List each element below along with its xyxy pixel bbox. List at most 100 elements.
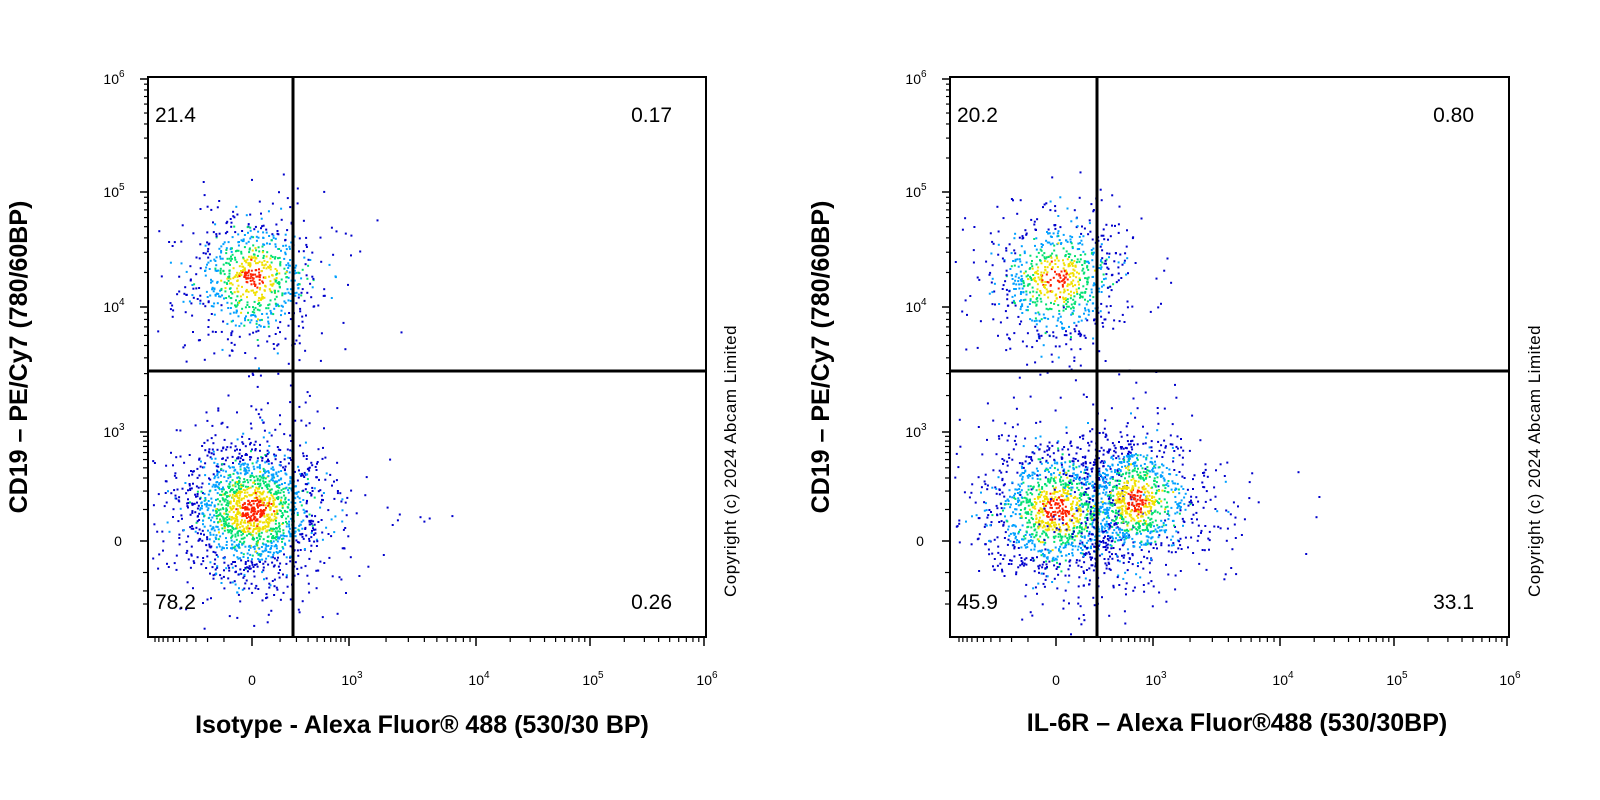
event-point [1025, 512, 1028, 515]
event-point [296, 479, 299, 482]
event-point [275, 551, 278, 553]
event-point [209, 504, 212, 507]
event-point [1100, 527, 1103, 530]
event-point [1080, 531, 1083, 534]
event-point [1087, 233, 1090, 236]
event-point [257, 299, 260, 302]
event-point [210, 281, 212, 284]
event-point [1024, 298, 1027, 301]
event-point [215, 498, 217, 501]
event-point [241, 515, 244, 518]
event-point [227, 522, 230, 525]
event-point [224, 498, 227, 501]
event-point [1081, 528, 1083, 531]
event-point [246, 296, 248, 299]
event-point [1037, 251, 1040, 254]
event-point [245, 453, 248, 455]
event-point [1062, 309, 1065, 312]
event-point [296, 511, 299, 514]
event-point [178, 537, 181, 539]
event-point [1075, 478, 1078, 480]
event-point [1086, 513, 1089, 516]
event-point [205, 502, 208, 505]
event-point [280, 309, 283, 312]
event-point [231, 566, 234, 569]
event-point [1052, 535, 1055, 538]
event-point [1024, 595, 1027, 598]
event-point [1069, 442, 1072, 445]
event-point [213, 521, 216, 524]
event-point [235, 516, 238, 519]
event-point [1021, 618, 1024, 621]
event-point [249, 321, 252, 324]
event-point [277, 470, 280, 473]
event-point [192, 587, 194, 590]
event-point [234, 583, 237, 586]
event-point [258, 466, 261, 468]
event-point [1087, 534, 1090, 537]
event-point [1006, 464, 1009, 467]
event-point [215, 256, 218, 259]
event-point [1065, 270, 1068, 273]
event-point [219, 257, 222, 260]
event-point [225, 507, 228, 510]
event-point [1079, 348, 1082, 351]
event-point [345, 514, 348, 517]
event-point [203, 525, 206, 528]
event-point [1021, 312, 1024, 314]
event-point [1007, 563, 1010, 565]
event-point [1066, 511, 1069, 514]
event-point [230, 539, 233, 542]
event-point [1082, 464, 1085, 467]
event-point [1029, 267, 1032, 269]
event-point [1089, 430, 1092, 433]
event-point [243, 274, 246, 277]
event-point [1104, 419, 1107, 422]
event-point [1049, 262, 1052, 265]
event-point [254, 357, 257, 360]
event-point [1092, 302, 1095, 305]
event-point [1054, 476, 1057, 479]
event-point [262, 231, 265, 234]
event-point [274, 279, 277, 282]
event-point [295, 539, 298, 542]
event-point [1008, 534, 1011, 537]
event-point [1164, 519, 1167, 522]
event-point [1118, 560, 1121, 563]
event-point [282, 466, 285, 469]
event-point [215, 515, 218, 517]
event-point [164, 480, 167, 483]
event-point [1092, 569, 1095, 572]
event-point [1110, 476, 1113, 479]
event-point [258, 495, 261, 498]
event-point [1030, 510, 1033, 513]
event-point [344, 348, 347, 351]
event-point [1111, 525, 1114, 528]
event-point [1073, 291, 1075, 294]
event-point [991, 303, 994, 306]
event-point [275, 516, 278, 519]
event-point [978, 517, 981, 520]
event-point [1050, 464, 1053, 467]
event-point [1065, 431, 1068, 434]
event-point [284, 487, 287, 490]
event-point [249, 567, 252, 570]
event-point [262, 477, 265, 480]
event-point [1022, 291, 1025, 294]
event-point [228, 518, 231, 521]
event-point [1013, 545, 1016, 548]
event-point [961, 310, 964, 313]
event-point [273, 453, 276, 456]
event-point [1028, 521, 1031, 524]
event-point [240, 486, 243, 488]
event-point [273, 257, 276, 260]
event-point [267, 325, 270, 328]
event-point [1058, 562, 1061, 565]
event-point [175, 429, 178, 432]
event-point [267, 307, 270, 310]
event-point [1020, 275, 1023, 278]
event-point [1028, 508, 1031, 511]
event-point [1079, 492, 1082, 495]
event-point [1081, 295, 1084, 298]
event-point [970, 543, 973, 546]
